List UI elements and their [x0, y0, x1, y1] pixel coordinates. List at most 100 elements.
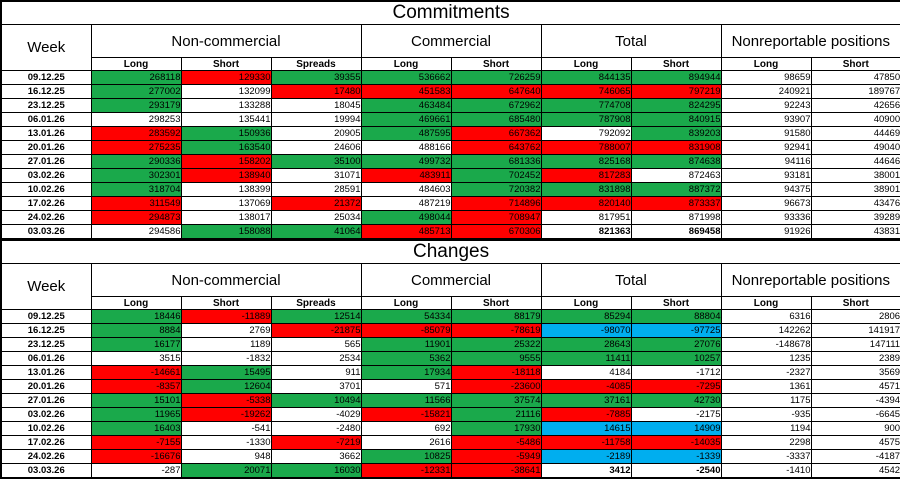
- value-cell: 900: [810, 421, 900, 436]
- value-cell: 298253: [90, 112, 182, 127]
- commitments-title-row: Commitments: [0, 0, 900, 25]
- value-cell: -19262: [180, 407, 272, 422]
- group-header-2: Total: [540, 24, 722, 58]
- value-cell: 4571: [810, 379, 900, 394]
- week-cell: 03.02.26: [0, 168, 92, 183]
- value-cell: 96673: [720, 196, 812, 211]
- value-cell: 9555: [450, 351, 542, 366]
- value-cell: 88804: [630, 309, 722, 324]
- value-cell: 25034: [270, 210, 362, 225]
- value-cell: 499732: [360, 154, 452, 169]
- value-cell: 2534: [270, 351, 362, 366]
- value-cell: 16177: [90, 337, 182, 352]
- value-cell: 24606: [270, 140, 362, 155]
- value-cell: 14615: [540, 421, 632, 436]
- value-cell: 873337: [630, 196, 722, 211]
- value-cell: -287: [90, 463, 182, 479]
- col-header: Spreads: [270, 296, 362, 310]
- value-cell: 463484: [360, 98, 452, 113]
- value-cell: 88179: [450, 309, 542, 324]
- week-cell: 06.01.26: [0, 351, 92, 366]
- col-header: Long: [720, 57, 812, 71]
- value-cell: 14909: [630, 421, 722, 436]
- value-cell: 11965: [90, 407, 182, 422]
- value-cell: 275235: [90, 140, 182, 155]
- value-cell: -7885: [540, 407, 632, 422]
- value-cell: -4394: [810, 393, 900, 408]
- week-cell: 09.12.25: [0, 70, 92, 85]
- value-cell: 4542: [810, 463, 900, 479]
- value-cell: 158088: [180, 224, 272, 240]
- value-cell: 138017: [180, 210, 272, 225]
- value-cell: 15101: [90, 393, 182, 408]
- value-cell: 49040: [810, 140, 900, 155]
- table-row: 24.02.26 294873 138017 25034 498044 708947 817…: [0, 210, 900, 225]
- value-cell: 469661: [360, 112, 452, 127]
- value-cell: 874638: [630, 154, 722, 169]
- value-cell: -4029: [270, 407, 362, 422]
- col-header: Long: [720, 296, 812, 310]
- value-cell: 27076: [630, 337, 722, 352]
- value-cell: 311549: [90, 196, 182, 211]
- value-cell: 483911: [360, 168, 452, 183]
- value-cell: 17480: [270, 84, 362, 99]
- value-cell: 17934: [360, 365, 452, 380]
- value-cell: 25322: [450, 337, 542, 352]
- value-cell: 498044: [360, 210, 452, 225]
- value-cell: 18446: [90, 309, 182, 324]
- value-cell: 10257: [630, 351, 722, 366]
- value-cell: 726259: [450, 70, 542, 85]
- value-cell: -8357: [90, 379, 182, 394]
- value-cell: 817951: [540, 210, 632, 225]
- value-cell: 94375: [720, 182, 812, 197]
- commitments-group-header-row: Week Non-commercial Commercial Total Nonrepo…: [0, 24, 900, 71]
- value-cell: -7219: [270, 435, 362, 450]
- value-cell: 844135: [540, 70, 632, 85]
- value-cell: 16403: [90, 421, 182, 436]
- col-header: Long: [90, 296, 182, 310]
- value-cell: -15821: [360, 407, 452, 422]
- week-cell: 13.01.26: [0, 126, 92, 141]
- week-cell: 17.02.26: [0, 196, 92, 211]
- value-cell: 39355: [270, 70, 362, 85]
- value-cell: 487595: [360, 126, 452, 141]
- table-row: 23.12.25 293179 133288 18045 463484 672962 774…: [0, 98, 900, 113]
- value-cell: 643762: [450, 140, 542, 155]
- table-row: 03.02.26 11965 -19262 -4029 -15821 21116 -7885…: [0, 407, 900, 422]
- value-cell: 294873: [90, 210, 182, 225]
- value-cell: 93181: [720, 168, 812, 183]
- col-header: Short: [450, 296, 542, 310]
- value-cell: 163540: [180, 140, 272, 155]
- value-cell: -18118: [450, 365, 542, 380]
- value-cell: 11411: [540, 351, 632, 366]
- week-cell: 16.12.25: [0, 323, 92, 338]
- value-cell: 47850: [810, 70, 900, 85]
- value-cell: 37161: [540, 393, 632, 408]
- col-header: Long: [90, 57, 182, 71]
- value-cell: 54334: [360, 309, 452, 324]
- value-cell: 42656: [810, 98, 900, 113]
- table-row: 16.12.25 277002 132099 17480 451583 647640 746…: [0, 84, 900, 99]
- value-cell: 294586: [90, 224, 182, 240]
- value-cell: 150936: [180, 126, 272, 141]
- value-cell: -6645: [810, 407, 900, 422]
- week-cell: 03.03.26: [0, 224, 92, 240]
- value-cell: 92941: [720, 140, 812, 155]
- value-cell: 17930: [450, 421, 542, 436]
- table-row: 27.01.26 15101 -5338 10494 11566 37574 37161 42…: [0, 393, 900, 408]
- value-cell: 681336: [450, 154, 542, 169]
- week-cell: 24.02.26: [0, 210, 92, 225]
- value-cell: -16676: [90, 449, 182, 464]
- week-cell: 16.12.25: [0, 84, 92, 99]
- value-cell: 19994: [270, 112, 362, 127]
- value-cell: 91926: [720, 224, 812, 240]
- value-cell: 3412: [540, 463, 632, 479]
- value-cell: -1339: [630, 449, 722, 464]
- value-cell: 685480: [450, 112, 542, 127]
- value-cell: 10494: [270, 393, 362, 408]
- value-cell: 1235: [720, 351, 812, 366]
- value-cell: -1712: [630, 365, 722, 380]
- value-cell: 746065: [540, 84, 632, 99]
- value-cell: 44469: [810, 126, 900, 141]
